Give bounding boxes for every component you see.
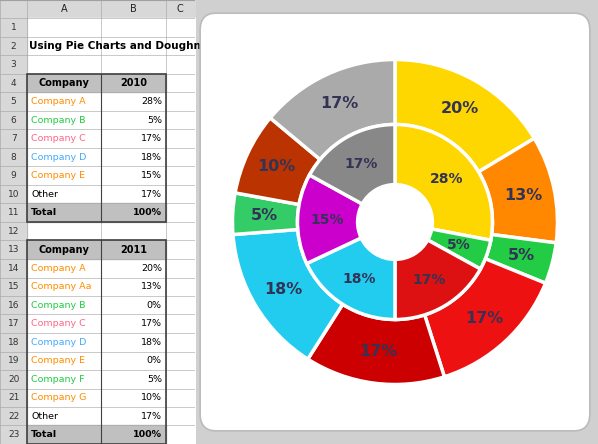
Wedge shape [270, 59, 395, 159]
Text: 18%: 18% [264, 282, 302, 297]
Text: 20%: 20% [440, 101, 478, 115]
Text: 6: 6 [11, 116, 17, 125]
Text: 17%: 17% [141, 319, 162, 328]
Wedge shape [486, 234, 556, 283]
Text: 17%: 17% [413, 273, 446, 287]
Text: 4: 4 [11, 79, 17, 88]
Text: 5: 5 [11, 97, 17, 106]
Text: 28%: 28% [141, 97, 162, 106]
Text: Company B: Company B [31, 116, 86, 125]
Wedge shape [308, 304, 444, 385]
Text: 5%: 5% [447, 238, 470, 252]
Text: 12: 12 [8, 227, 19, 236]
Text: Company D: Company D [31, 338, 87, 347]
Wedge shape [395, 240, 480, 320]
Text: 10%: 10% [141, 393, 162, 402]
Text: 10%: 10% [257, 159, 295, 174]
Text: Company C: Company C [31, 319, 86, 328]
Text: 16: 16 [8, 301, 19, 310]
Text: 13%: 13% [141, 282, 162, 291]
Text: 21: 21 [8, 393, 19, 402]
Text: Company: Company [39, 78, 90, 88]
Text: B: B [130, 4, 137, 14]
Text: Company: Company [39, 245, 90, 255]
Text: 17%: 17% [359, 344, 397, 359]
Text: Company B: Company B [31, 301, 86, 310]
Wedge shape [425, 259, 545, 377]
Wedge shape [233, 230, 343, 359]
Text: 13: 13 [8, 245, 19, 254]
Wedge shape [233, 193, 299, 234]
Text: 5%: 5% [147, 116, 162, 125]
Text: 22: 22 [8, 412, 19, 421]
Text: 10: 10 [8, 190, 19, 199]
Wedge shape [478, 139, 557, 243]
Text: Company A: Company A [31, 97, 86, 106]
Text: 100%: 100% [133, 208, 162, 217]
Text: 23: 23 [8, 430, 19, 439]
Text: 20: 20 [8, 375, 19, 384]
Text: 5%: 5% [147, 375, 162, 384]
Circle shape [358, 185, 432, 259]
Text: 5%: 5% [251, 208, 278, 223]
Text: A: A [61, 4, 68, 14]
Text: 18%: 18% [342, 272, 376, 286]
Text: Company Aa: Company Aa [31, 282, 91, 291]
Text: 17%: 17% [141, 412, 162, 421]
Text: 17%: 17% [141, 134, 162, 143]
Text: Other: Other [31, 190, 58, 199]
Text: 7: 7 [11, 134, 17, 143]
Wedge shape [428, 229, 491, 269]
Wedge shape [297, 175, 362, 263]
Bar [28, 241, 166, 444]
Text: 17%: 17% [321, 96, 359, 111]
FancyBboxPatch shape [200, 13, 590, 431]
Text: Company E: Company E [31, 356, 85, 365]
Text: 5%: 5% [508, 248, 535, 263]
Text: 2011: 2011 [120, 245, 147, 255]
Text: 17%: 17% [141, 190, 162, 199]
Text: 15%: 15% [311, 213, 344, 227]
Text: Company G: Company G [31, 393, 87, 402]
Text: 15%: 15% [141, 171, 162, 180]
Wedge shape [310, 124, 395, 204]
Text: 14: 14 [8, 264, 19, 273]
Wedge shape [395, 124, 493, 240]
Text: 2010: 2010 [120, 78, 147, 88]
Text: 17%: 17% [344, 157, 377, 171]
Text: 11: 11 [8, 208, 19, 217]
Text: 19: 19 [8, 356, 19, 365]
Wedge shape [307, 238, 395, 320]
Text: 17%: 17% [465, 310, 503, 325]
Text: Company C: Company C [31, 134, 86, 143]
Text: Other: Other [31, 412, 58, 421]
Text: 28%: 28% [430, 172, 463, 186]
Bar [28, 74, 166, 222]
Text: Company F: Company F [31, 375, 85, 384]
Text: Company E: Company E [31, 171, 85, 180]
Text: 1: 1 [11, 23, 17, 32]
Text: 18%: 18% [141, 338, 162, 347]
Text: 9: 9 [11, 171, 17, 180]
Text: 3: 3 [11, 60, 17, 69]
Text: Using Pie Charts and Doughnut Charts: Using Pie Charts and Doughnut Charts [29, 41, 255, 51]
Text: Company A: Company A [31, 264, 86, 273]
Text: 0%: 0% [147, 356, 162, 365]
Text: 100%: 100% [133, 430, 162, 439]
Text: 2: 2 [11, 42, 17, 51]
Text: 0%: 0% [147, 301, 162, 310]
Text: C: C [177, 4, 184, 14]
Text: 15: 15 [8, 282, 19, 291]
Wedge shape [235, 118, 320, 205]
Text: Total: Total [31, 430, 57, 439]
Text: 18: 18 [8, 338, 19, 347]
Text: 18%: 18% [141, 153, 162, 162]
Text: 20%: 20% [141, 264, 162, 273]
Text: 13%: 13% [504, 188, 542, 203]
Text: Company D: Company D [31, 153, 87, 162]
Text: 17: 17 [8, 319, 19, 328]
Text: Total: Total [31, 208, 57, 217]
Wedge shape [395, 59, 534, 172]
Text: 8: 8 [11, 153, 17, 162]
